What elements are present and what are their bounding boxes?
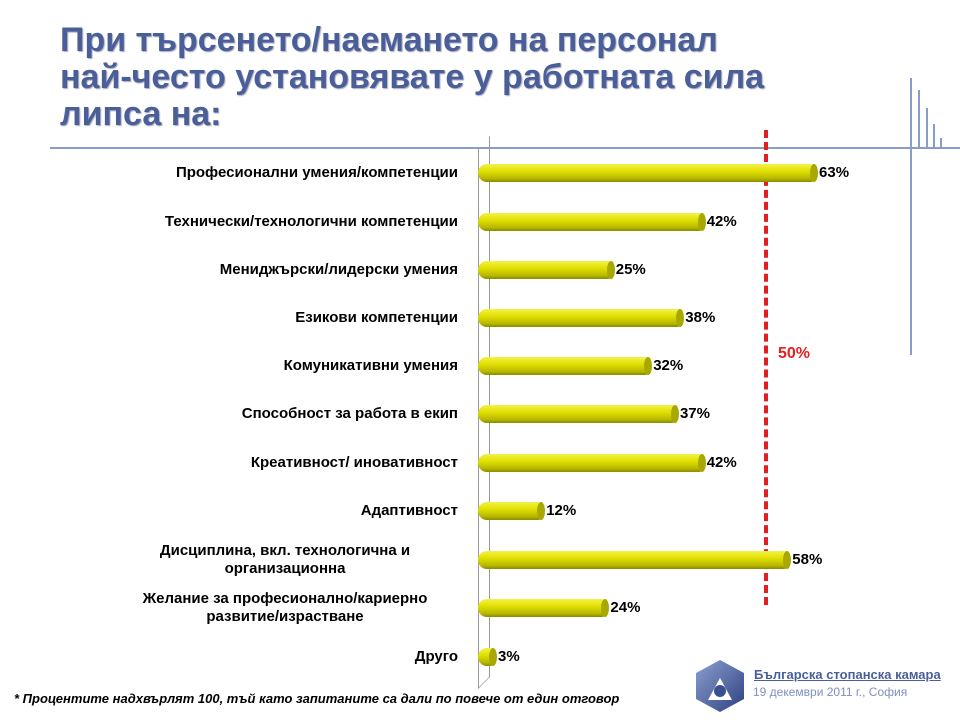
category-label: Друго (414, 648, 458, 665)
category-label: Способност за работа в екип (241, 405, 458, 422)
decor-line (910, 78, 912, 355)
bar (478, 551, 792, 569)
date-label: 19 декември 2011 г., София (753, 685, 908, 699)
bar (478, 648, 498, 666)
decor-line (918, 90, 920, 148)
category-label: Адаптивност (360, 502, 458, 519)
value-label: 24% (610, 599, 641, 616)
page-title: При търсенето/наемането на персонал най-… (60, 22, 764, 133)
bar (478, 502, 546, 520)
bar (478, 261, 615, 279)
value-label: 25% (615, 261, 646, 278)
value-label: 63% (819, 164, 850, 181)
bar (478, 599, 610, 617)
value-label: 42% (706, 213, 737, 230)
title-divider (50, 147, 960, 149)
category-label: Професионални умения/компетенции (175, 164, 458, 181)
decor-line (933, 124, 935, 148)
category-label: Комуникативни умения (283, 357, 458, 374)
value-label: 32% (653, 357, 684, 374)
threshold-line (764, 130, 768, 605)
value-label: 42% (706, 454, 737, 471)
title-line: При търсенето/наемането на персонал (60, 21, 718, 59)
value-label: 12% (546, 502, 577, 519)
value-label: 37% (679, 405, 710, 422)
category-label: Дисциплина, вкл. технологична и организа… (159, 542, 411, 577)
title-line: най-често установявате у работната сила (60, 58, 765, 96)
category-label: Креативност/ иновативност (250, 454, 458, 471)
organization-logo-icon (696, 660, 744, 712)
category-label: Мениджърски/лидерски умения (219, 261, 458, 278)
value-label: 38% (685, 309, 716, 326)
category-label: Езикови компетенции (295, 309, 458, 326)
value-label: 58% (792, 551, 823, 568)
value-label: 3% (498, 648, 520, 665)
category-label: Желание за професионално/кариерно развит… (142, 590, 428, 625)
decor-line (940, 138, 942, 148)
decor-line (926, 108, 928, 148)
threshold-label: 50% (778, 345, 811, 362)
bar (478, 405, 679, 423)
category-label: Технически/технологични компетенции (164, 213, 458, 230)
bar (478, 164, 819, 182)
bar (478, 309, 685, 327)
footnote: * Процентите надхвърлят 100, тъй като за… (14, 691, 620, 706)
bar (478, 357, 653, 375)
bar (478, 454, 706, 472)
title-line: липса на: (60, 95, 222, 133)
organization-link[interactable]: Българска стопанска камара (754, 667, 941, 682)
bar (478, 213, 706, 231)
